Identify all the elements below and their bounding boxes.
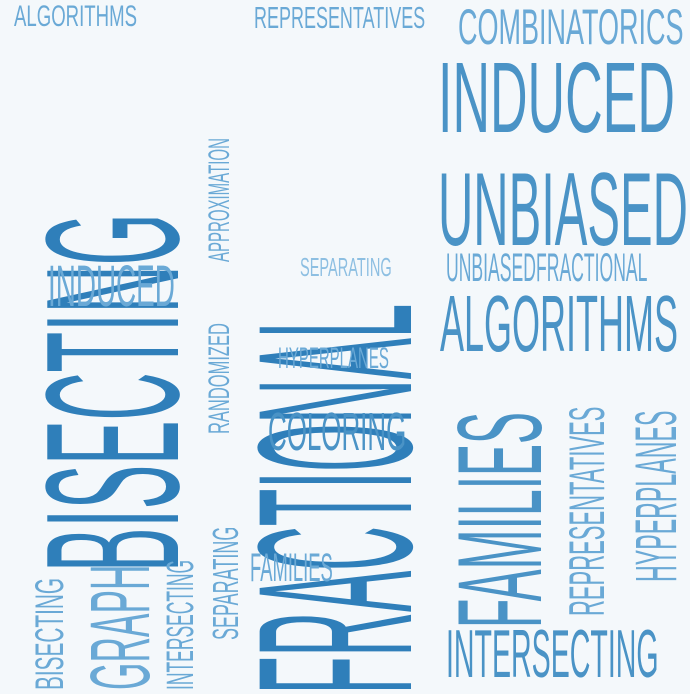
word-induced-large: INDUCED [438,42,675,154]
word-separating-center: SEPARATING [300,252,392,282]
word-intersecting-small: INTERSECTING [160,559,202,690]
word-algorithms-small: ALGORITHMS [14,0,137,33]
word-families-vertical: FAMILIES [433,411,567,628]
word-representatives-vertical: REPRESENTATIVES [559,406,615,616]
word-hyperplanes-center: HYPERPLANES [278,342,389,375]
word-hyperplanes-vertical: HYPERPLANES [624,410,689,582]
word-bisecting-small: BISECTING [28,577,72,690]
word-unbiasedfractional: UNBIASEDFRACTIONAL [446,246,648,290]
word-families-small: FAMILIES [250,546,333,590]
word-graph: GRAPH [73,564,167,690]
word-representatives-top: REPRESENTATIVES [254,0,426,35]
word-induced-medium: INDUCED [48,254,175,319]
word-approximation: APPROXIMATION [203,138,236,262]
word-coloring: COLORING [268,402,407,462]
word-randomized: RANDOMIZED [203,323,236,434]
word-combinatorics: COMBINATORICS [458,0,684,55]
word-intersecting-bottom: INTERSECTING [446,616,659,692]
word-separating-vertical: SEPARATING [205,526,246,640]
word-unbiased-large: UNBIASED [438,152,688,268]
word-algorithms-large: ALGORITHMS [440,279,679,368]
